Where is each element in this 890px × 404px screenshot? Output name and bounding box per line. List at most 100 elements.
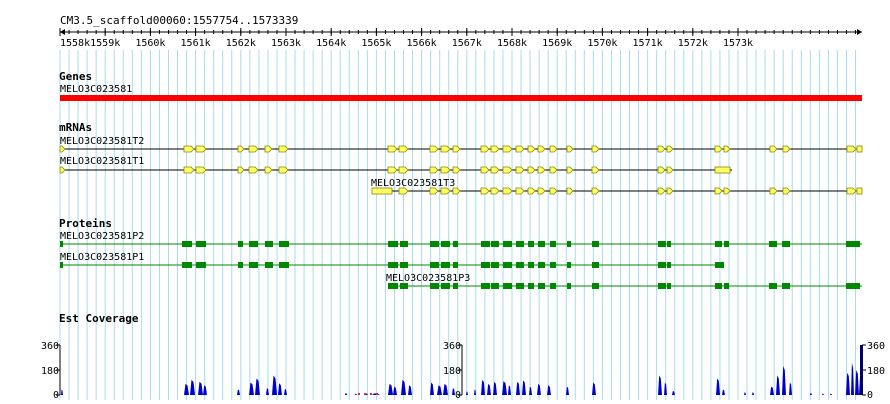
exon[interactable] [515,166,525,174]
exon[interactable] [657,166,666,174]
exon[interactable] [248,166,259,174]
exon[interactable] [591,166,600,174]
exon[interactable] [59,145,66,153]
cds-block[interactable] [491,283,499,289]
exon[interactable] [278,145,289,153]
cds-block[interactable] [481,262,490,268]
cds-block[interactable] [430,262,439,268]
cds-block[interactable] [538,262,545,268]
cds-block[interactable] [249,262,258,268]
exon[interactable] [490,166,500,174]
gene-feature[interactable] [60,95,862,101]
cds-block[interactable] [592,241,599,247]
protein-feature-p2[interactable] [60,241,862,247]
exon[interactable] [398,145,409,153]
cds-block[interactable] [592,283,599,289]
cds-block[interactable] [667,283,671,289]
cds-block[interactable] [388,241,398,247]
cds-block[interactable] [196,241,206,247]
exon[interactable] [480,166,490,174]
exon[interactable] [566,145,574,153]
protein-feature-p1[interactable] [60,262,724,268]
coverage-histogram[interactable] [61,363,862,395]
exon[interactable] [549,145,558,153]
cds-block[interactable] [658,262,666,268]
exon[interactable] [591,145,600,153]
cds-block[interactable] [516,283,524,289]
coordinate-ruler[interactable]: 1558k 1559k 1560k 1561k 1562k 1563k 1564k 1565k… [59,28,862,49]
exon[interactable] [264,145,273,153]
exon[interactable] [846,187,857,195]
cds-block[interactable] [453,241,458,247]
exon[interactable] [666,145,674,153]
exon[interactable] [237,145,245,153]
exon[interactable] [502,187,513,195]
cds-block[interactable] [503,283,512,289]
cds-block[interactable] [249,241,258,247]
exon[interactable] [183,145,195,153]
cds-block[interactable] [538,283,545,289]
cds-block[interactable] [388,283,398,289]
exon[interactable] [782,187,791,195]
cds-block[interactable] [491,262,499,268]
exon[interactable] [527,166,536,174]
exon[interactable] [714,145,723,153]
exon[interactable] [527,145,536,153]
cds-block[interactable] [503,241,512,247]
mrna-feature-t2[interactable] [59,145,863,153]
exon[interactable] [429,145,439,153]
cds-block[interactable] [782,241,790,247]
cds-block[interactable] [769,241,777,247]
cds-block[interactable] [430,283,439,289]
cds-block[interactable] [715,283,722,289]
mrna-feature-t3[interactable] [371,187,863,195]
cds-block[interactable] [528,262,534,268]
cds-block[interactable] [846,283,860,289]
cds-block[interactable] [528,241,534,247]
exon[interactable] [429,166,439,174]
cds-block[interactable] [667,262,671,268]
cds-block[interactable] [441,262,450,268]
cds-block[interactable] [182,262,192,268]
exon[interactable] [714,187,723,195]
exon[interactable] [398,166,409,174]
cds-block[interactable] [567,262,571,268]
exon[interactable] [452,145,461,153]
exon[interactable] [549,187,558,195]
exon[interactable] [480,145,490,153]
exon[interactable] [195,166,207,174]
exon[interactable] [429,187,439,195]
utr-block[interactable] [856,145,863,153]
cds-block[interactable] [658,283,666,289]
utr-block[interactable] [714,166,731,174]
exon[interactable] [549,166,558,174]
cds-block[interactable] [769,283,777,289]
exon[interactable] [452,187,461,195]
exon[interactable] [527,187,536,195]
exon[interactable] [515,145,525,153]
exon[interactable] [723,145,731,153]
exon[interactable] [237,166,245,174]
exon[interactable] [537,187,546,195]
exon[interactable] [490,187,500,195]
cds-block[interactable] [60,241,63,247]
exon[interactable] [566,187,574,195]
exon[interactable] [769,187,778,195]
cds-block[interactable] [400,262,408,268]
cds-block[interactable] [724,241,729,247]
exon[interactable] [440,145,451,153]
cds-block[interactable] [846,241,860,247]
cds-block[interactable] [550,262,556,268]
cds-block[interactable] [196,262,206,268]
exon[interactable] [278,166,289,174]
exon[interactable] [666,166,674,174]
cds-block[interactable] [567,241,571,247]
exon[interactable] [769,145,778,153]
cds-block[interactable] [715,241,722,247]
cds-block[interactable] [491,241,499,247]
cds-block[interactable] [453,262,458,268]
exon[interactable] [657,145,666,153]
cds-block[interactable] [238,262,243,268]
exon[interactable] [183,166,195,174]
cds-block[interactable] [400,283,408,289]
